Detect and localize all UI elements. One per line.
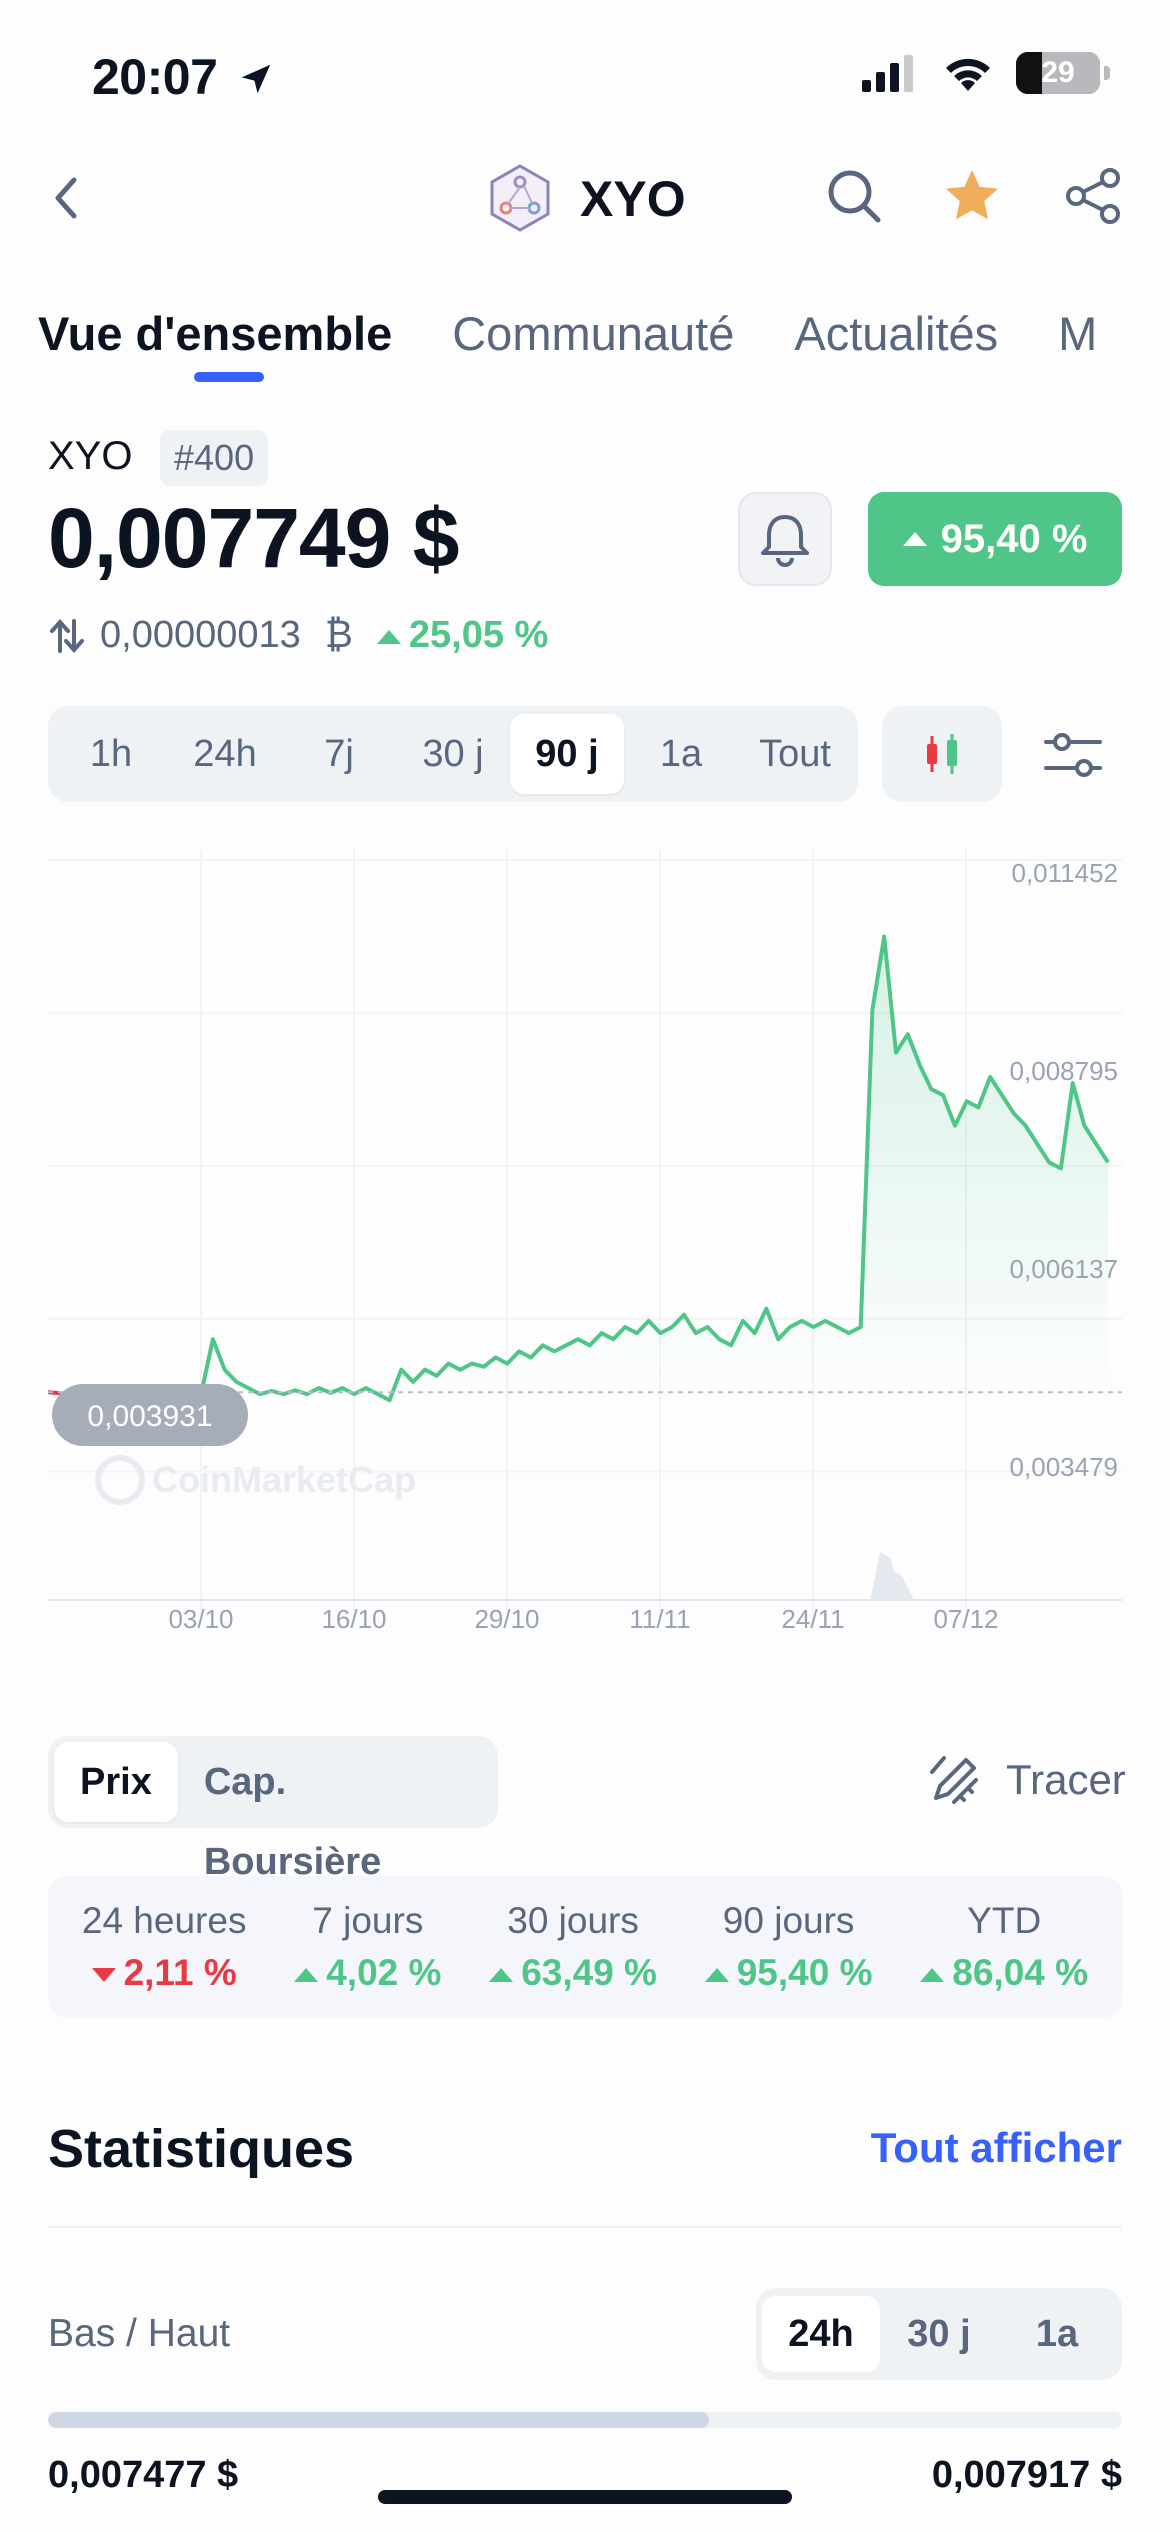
range-30d[interactable]: 30 j: [422, 733, 484, 775]
range-7d[interactable]: 7j: [324, 733, 354, 775]
price-area-fill: [201, 936, 1109, 1401]
watermark-text: CoinMarketCap: [152, 1459, 416, 1500]
show-all-link[interactable]: Tout afficher: [870, 2124, 1122, 2171]
up-triangle-icon: [920, 1968, 945, 1983]
battery-tip: [1104, 66, 1110, 80]
up-triangle-icon: [376, 629, 401, 644]
high-value: 0,007917 $: [931, 2454, 1122, 2496]
btc-change: 25,05 %: [376, 614, 548, 657]
volume-bars: [870, 1552, 914, 1600]
x-tick-label: 07/12: [933, 1604, 998, 1630]
xyo-logo-icon: [490, 164, 550, 232]
tab-bar: Vue d'ensemble Communauté Actualités M: [38, 306, 1097, 361]
chart-settings-icon[interactable]: [1040, 722, 1106, 788]
tab-more[interactable]: M: [1058, 307, 1098, 360]
btc-price: 0,00000013: [100, 614, 301, 656]
up-triangle-icon: [704, 1968, 729, 1983]
search-icon[interactable]: [822, 164, 886, 228]
up-triangle-icon: [489, 1968, 514, 1983]
volume-bar: [882, 1570, 914, 1600]
start-price-label: 0,003931: [52, 1384, 248, 1446]
low-high-bar: [48, 2412, 1122, 2428]
period-30d[interactable]: 30 j: [907, 2313, 971, 2355]
perf-24h: 24 heures 2,11 %: [81, 1900, 247, 1993]
coin-symbol: XYO: [48, 434, 133, 478]
tab-overview[interactable]: Vue d'ensemble: [38, 307, 393, 360]
price-alert-button[interactable]: [738, 492, 832, 586]
y-tick-label: 0,006137: [1010, 1254, 1118, 1284]
range-1h[interactable]: 1h: [89, 733, 133, 775]
low-high-period-selector: 24h 30 j 1a: [756, 2288, 1122, 2380]
status-time: 20:07: [92, 48, 275, 106]
performance-summary: 24 heures 2,11 % 7 jours 4,02 % 30 jours…: [48, 1876, 1122, 2018]
home-indicator: [378, 2490, 792, 2504]
range-1y[interactable]: 1a: [659, 733, 703, 775]
candlestick-icon: [927, 734, 957, 774]
swap-arrows-icon: [50, 618, 84, 653]
low-high-label: Bas / Haut: [48, 2312, 231, 2355]
y-axis-labels: 0,011452 0,008795 0,006137 0,003479: [1010, 858, 1118, 1482]
tracer-label: Tracer: [1006, 1756, 1126, 1803]
bell-icon: [761, 515, 809, 567]
x-tick-label: 03/10: [168, 1604, 233, 1630]
btc-price-row: 0,00000013 ₿ 25,05 %: [48, 614, 548, 657]
btc-symbol: ₿: [324, 614, 353, 656]
up-triangle-icon: [902, 532, 927, 546]
tab-news[interactable]: Actualités: [794, 307, 999, 360]
down-triangle-icon: [91, 1968, 116, 1983]
active-tab-indicator: [194, 372, 264, 382]
perf-30d: 30 jours 63,49 %: [489, 1900, 657, 1994]
location-arrow-icon: [241, 64, 271, 94]
perf-90d: 90 jours 95,40 %: [704, 1900, 873, 1994]
toggle-price[interactable]: Prix: [54, 1742, 178, 1822]
x-tick-label: 16/10: [321, 1604, 386, 1630]
wifi-icon: [946, 58, 990, 91]
battery-indicator: 29: [1016, 52, 1100, 94]
up-triangle-icon: [294, 1968, 319, 1983]
period-1y[interactable]: 1a: [1035, 2313, 1079, 2355]
draw-tool-button[interactable]: Tracer: [924, 1750, 1126, 1810]
divider: [48, 2226, 1122, 2228]
range-90d[interactable]: 90 j: [510, 714, 624, 794]
x-tick-label: 29/10: [474, 1604, 539, 1630]
range-24h[interactable]: 24h: [193, 733, 257, 775]
y-tick-label: 0,008795: [1010, 1056, 1118, 1086]
price-change-badge: 95,40 %: [868, 492, 1122, 586]
coin-price: 0,007749 $: [48, 491, 459, 585]
x-tick-label: 11/11: [629, 1604, 690, 1630]
signal-icon: [862, 55, 913, 92]
y-tick-label: 0,003479: [1010, 1452, 1118, 1482]
rank-badge: #400: [160, 430, 269, 486]
y-tick-label: 0,011452: [1011, 858, 1118, 888]
candlestick-toggle-button[interactable]: [882, 706, 1002, 802]
period-24h[interactable]: 24h: [762, 2296, 880, 2372]
range-all[interactable]: Tout: [759, 733, 831, 775]
start-price-text: 0,003931: [87, 1400, 212, 1433]
perf-ytd: YTD 86,04 %: [920, 1900, 1088, 1994]
share-icon[interactable]: [1062, 164, 1126, 228]
coinmarketcap-watermark: CoinMarketCap: [95, 1455, 416, 1505]
coin-title: XYO: [580, 171, 686, 227]
tab-community[interactable]: Communauté: [452, 307, 735, 360]
chart-metric-toggle: Prix Cap. Boursière: [48, 1736, 498, 1883]
x-axis-labels: 03/10 16/10 29/10 11/11 24/11 07/12: [168, 1604, 998, 1630]
x-tick-label: 24/11: [781, 1604, 844, 1630]
back-chevron-icon[interactable]: [44, 168, 94, 228]
pencil-ruler-icon: [930, 1756, 978, 1804]
price-chart[interactable]: CoinMarketCap 0,0114520,0087950,0061370,…: [48, 850, 1122, 1630]
statistics-heading: Statistiques: [48, 2119, 355, 2179]
time-range-selector: 1h 24h 7j 30 j 90 j 1a Tout: [48, 706, 858, 802]
star-icon[interactable]: [940, 164, 1004, 228]
status-icons: 29: [860, 52, 1110, 94]
low-value: 0,007477 $: [48, 2454, 239, 2496]
toggle-market-cap[interactable]: Cap. Boursière: [203, 1761, 382, 1883]
perf-7d: 7 jours 4,02 %: [294, 1900, 441, 1994]
low-high-bar-fill: [48, 2412, 709, 2428]
